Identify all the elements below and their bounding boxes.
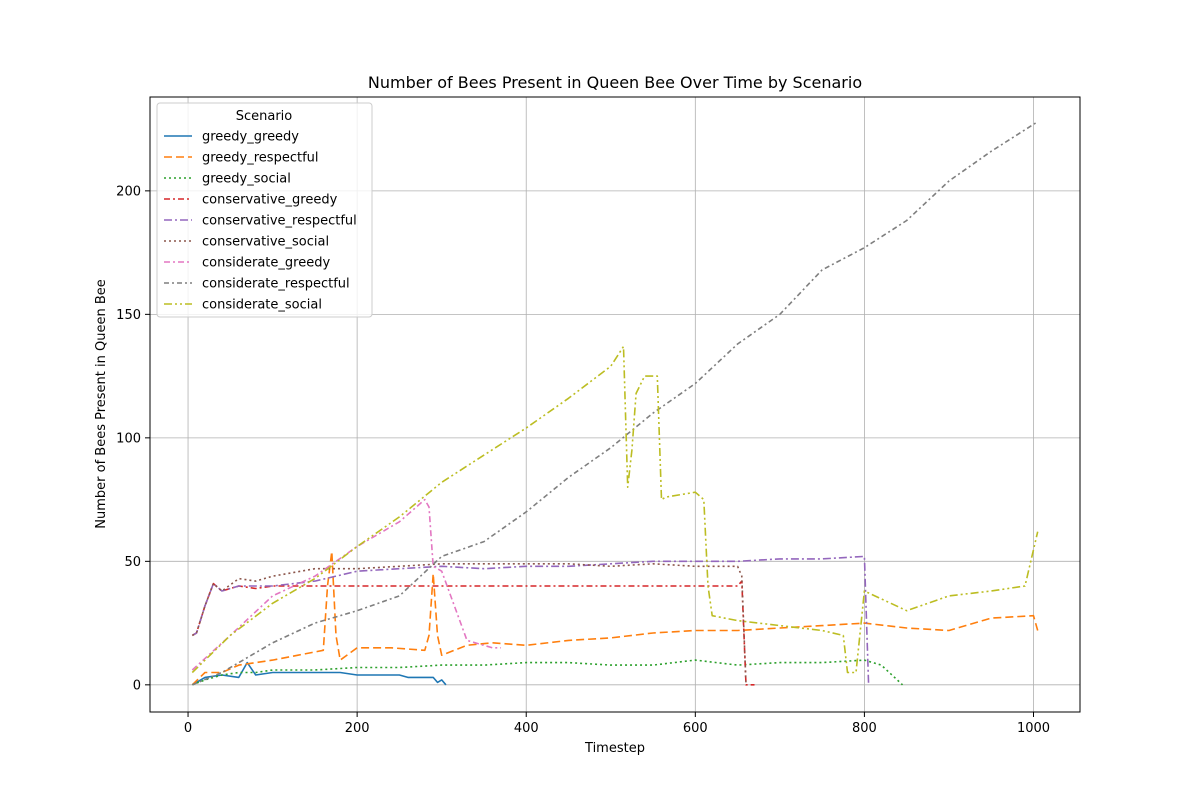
x-axis-ticks: 0 200 400 600 800 1000 bbox=[184, 712, 1050, 736]
x-tick-label: 800 bbox=[852, 721, 877, 736]
series-line-considerate_respectful bbox=[191, 121, 1039, 686]
y-axis-title: Number of Bees Present in Queen Bee bbox=[94, 279, 109, 528]
series-line-considerate_greedy bbox=[191, 498, 501, 671]
series-line-greedy_greedy bbox=[191, 661, 447, 686]
legend-label: greedy_greedy bbox=[202, 130, 299, 145]
y-tick-label: 150 bbox=[116, 308, 141, 323]
y-tick-label: 50 bbox=[124, 555, 141, 570]
series-line-greedy_social bbox=[192, 659, 904, 686]
series-line-conservative_greedy bbox=[191, 580, 755, 686]
legend-label: considerate_respectful bbox=[202, 277, 350, 292]
legend-title: Scenario bbox=[236, 109, 293, 124]
x-tick-label: 200 bbox=[345, 721, 370, 736]
x-tick-label: 1000 bbox=[1017, 721, 1050, 736]
legend: Scenario greedy_greedygreedy_respectfulg… bbox=[156, 102, 373, 318]
legend-label: greedy_social bbox=[202, 172, 291, 187]
y-tick-label: 200 bbox=[116, 184, 141, 199]
legend-label: considerate_social bbox=[202, 298, 322, 313]
x-tick-label: 600 bbox=[683, 721, 708, 736]
legend-label: conservative_social bbox=[202, 235, 329, 250]
legend-label: conservative_greedy bbox=[202, 193, 338, 208]
legend-items: greedy_greedy greedy_respectful greedy_soc… bbox=[164, 130, 357, 313]
series-line-considerate_social bbox=[191, 345, 1039, 674]
series-lines bbox=[191, 121, 1039, 686]
x-tick-label: 0 bbox=[184, 721, 192, 736]
x-axis-title: Timestep bbox=[584, 741, 645, 756]
y-tick-label: 100 bbox=[116, 431, 141, 446]
y-tick-label: 0 bbox=[133, 678, 141, 693]
legend-label: considerate_greedy bbox=[202, 256, 330, 271]
series-line-conservative_respectful bbox=[191, 555, 870, 685]
plot-frame bbox=[149, 96, 1081, 713]
series-line-conservative_social bbox=[191, 562, 747, 685]
legend-box bbox=[156, 102, 373, 318]
x-tick-label: 400 bbox=[514, 721, 539, 736]
grid bbox=[150, 97, 1080, 712]
y-axis-ticks: 0 50 100 150 200 bbox=[116, 184, 150, 693]
chart-title: Number of Bees Present in Queen Bee Over… bbox=[368, 73, 862, 92]
legend-label: conservative_respectful bbox=[202, 214, 357, 229]
legend-label: greedy_respectful bbox=[202, 151, 319, 166]
